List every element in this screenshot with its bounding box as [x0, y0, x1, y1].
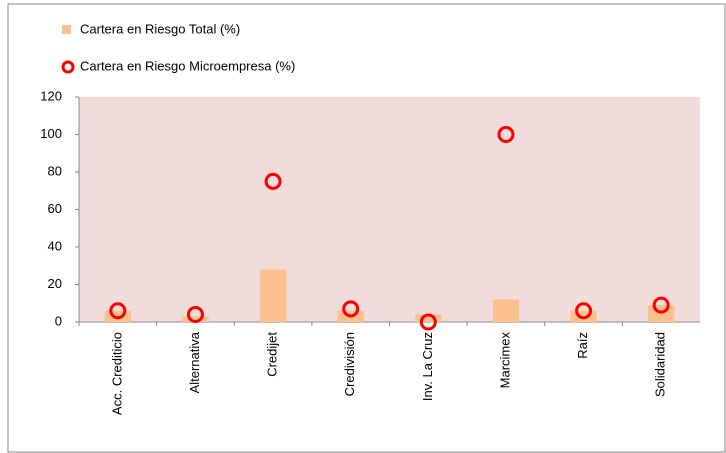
- x-tick-label: Acc. Crediticio: [109, 332, 124, 415]
- x-tick-label: Credijet: [265, 332, 280, 377]
- x-tick-label: Credivisión: [342, 332, 357, 396]
- marker: [342, 300, 360, 318]
- legend-label: Cartera en Riesgo Total (%): [80, 21, 240, 36]
- y-tick-label: 60: [48, 201, 62, 216]
- legend-swatch: [62, 25, 71, 34]
- x-tick-label: Inv. La Cruz: [420, 332, 435, 401]
- marker: [497, 126, 515, 143]
- y-tick-label: 80: [48, 163, 62, 178]
- bar: [182, 316, 209, 322]
- marker: [652, 296, 670, 314]
- x-tick-label: Alternativa: [187, 331, 202, 393]
- bar: [259, 269, 287, 322]
- x-tick-label: Solidaridad: [653, 332, 668, 397]
- marker: [419, 313, 437, 331]
- x-tick-label: Marcimex: [497, 332, 512, 389]
- marker: [109, 302, 127, 320]
- marker: [186, 306, 204, 323]
- marker: [264, 172, 282, 190]
- x-tick-label: Raíz: [575, 332, 590, 359]
- y-tick-label: 20: [48, 276, 62, 291]
- y-tick-label: 40: [48, 238, 62, 253]
- y-tick-label: 0: [55, 313, 62, 328]
- legend-label: Cartera en Riesgo Microempresa (%): [80, 58, 295, 73]
- chart-frame: [7, 3, 726, 453]
- legend-swatch: [61, 60, 75, 74]
- y-tick-label: 100: [40, 126, 62, 141]
- bar: [415, 314, 442, 322]
- marker: [575, 302, 593, 320]
- plot-area: [79, 97, 700, 322]
- bar: [492, 299, 520, 322]
- y-tick-label: 120: [40, 88, 62, 103]
